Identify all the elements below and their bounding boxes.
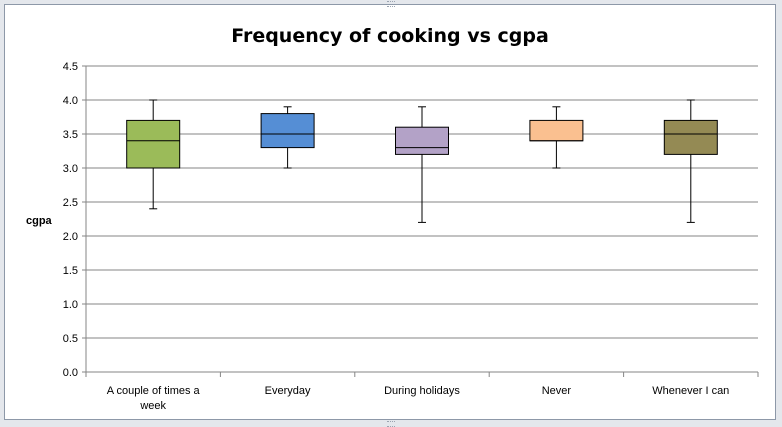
x-category-label: Everyday — [265, 385, 311, 397]
chart-title: Frequency of cooking vs cgpa — [231, 25, 549, 47]
y-tick-label: 4.5 — [63, 61, 78, 73]
y-tick-label: 0.0 — [63, 367, 78, 379]
x-category-label: During holidays — [384, 385, 460, 397]
x-category-label: Whenever I can — [652, 385, 729, 397]
x-category-label: week — [139, 400, 166, 412]
y-tick-label: 2.0 — [63, 231, 78, 243]
y-tick-label: 1.0 — [63, 299, 78, 311]
y-tick-label: 0.5 — [63, 333, 78, 345]
y-tick-label: 4.0 — [63, 95, 78, 107]
box — [260, 113, 315, 149]
y-tick-label: 2.5 — [63, 197, 78, 209]
resize-handle-bottom[interactable] — [387, 421, 395, 427]
box — [395, 126, 449, 155]
box — [126, 119, 181, 169]
y-axis-label: cgpa — [26, 215, 53, 227]
box-plot: 0.0 0.5 1.0 1.5 2.0 2.5 3.0 3.5 4.0 4.5 cgpa A coup… — [26, 61, 759, 412]
resize-handle-top[interactable] — [387, 1, 395, 7]
y-tick-label: 3.0 — [63, 163, 78, 175]
x-category-label: A couple of times a — [107, 385, 201, 397]
y-tick-label: 3.5 — [63, 129, 78, 141]
chart-frame[interactable]: Frequency of cooking vs cgpa 0.0 0.5 1.0 1.… — [4, 4, 776, 420]
y-tick-label: 1.5 — [63, 265, 78, 277]
box — [663, 119, 718, 155]
x-category-label: Never — [542, 385, 572, 397]
box — [529, 119, 584, 142]
